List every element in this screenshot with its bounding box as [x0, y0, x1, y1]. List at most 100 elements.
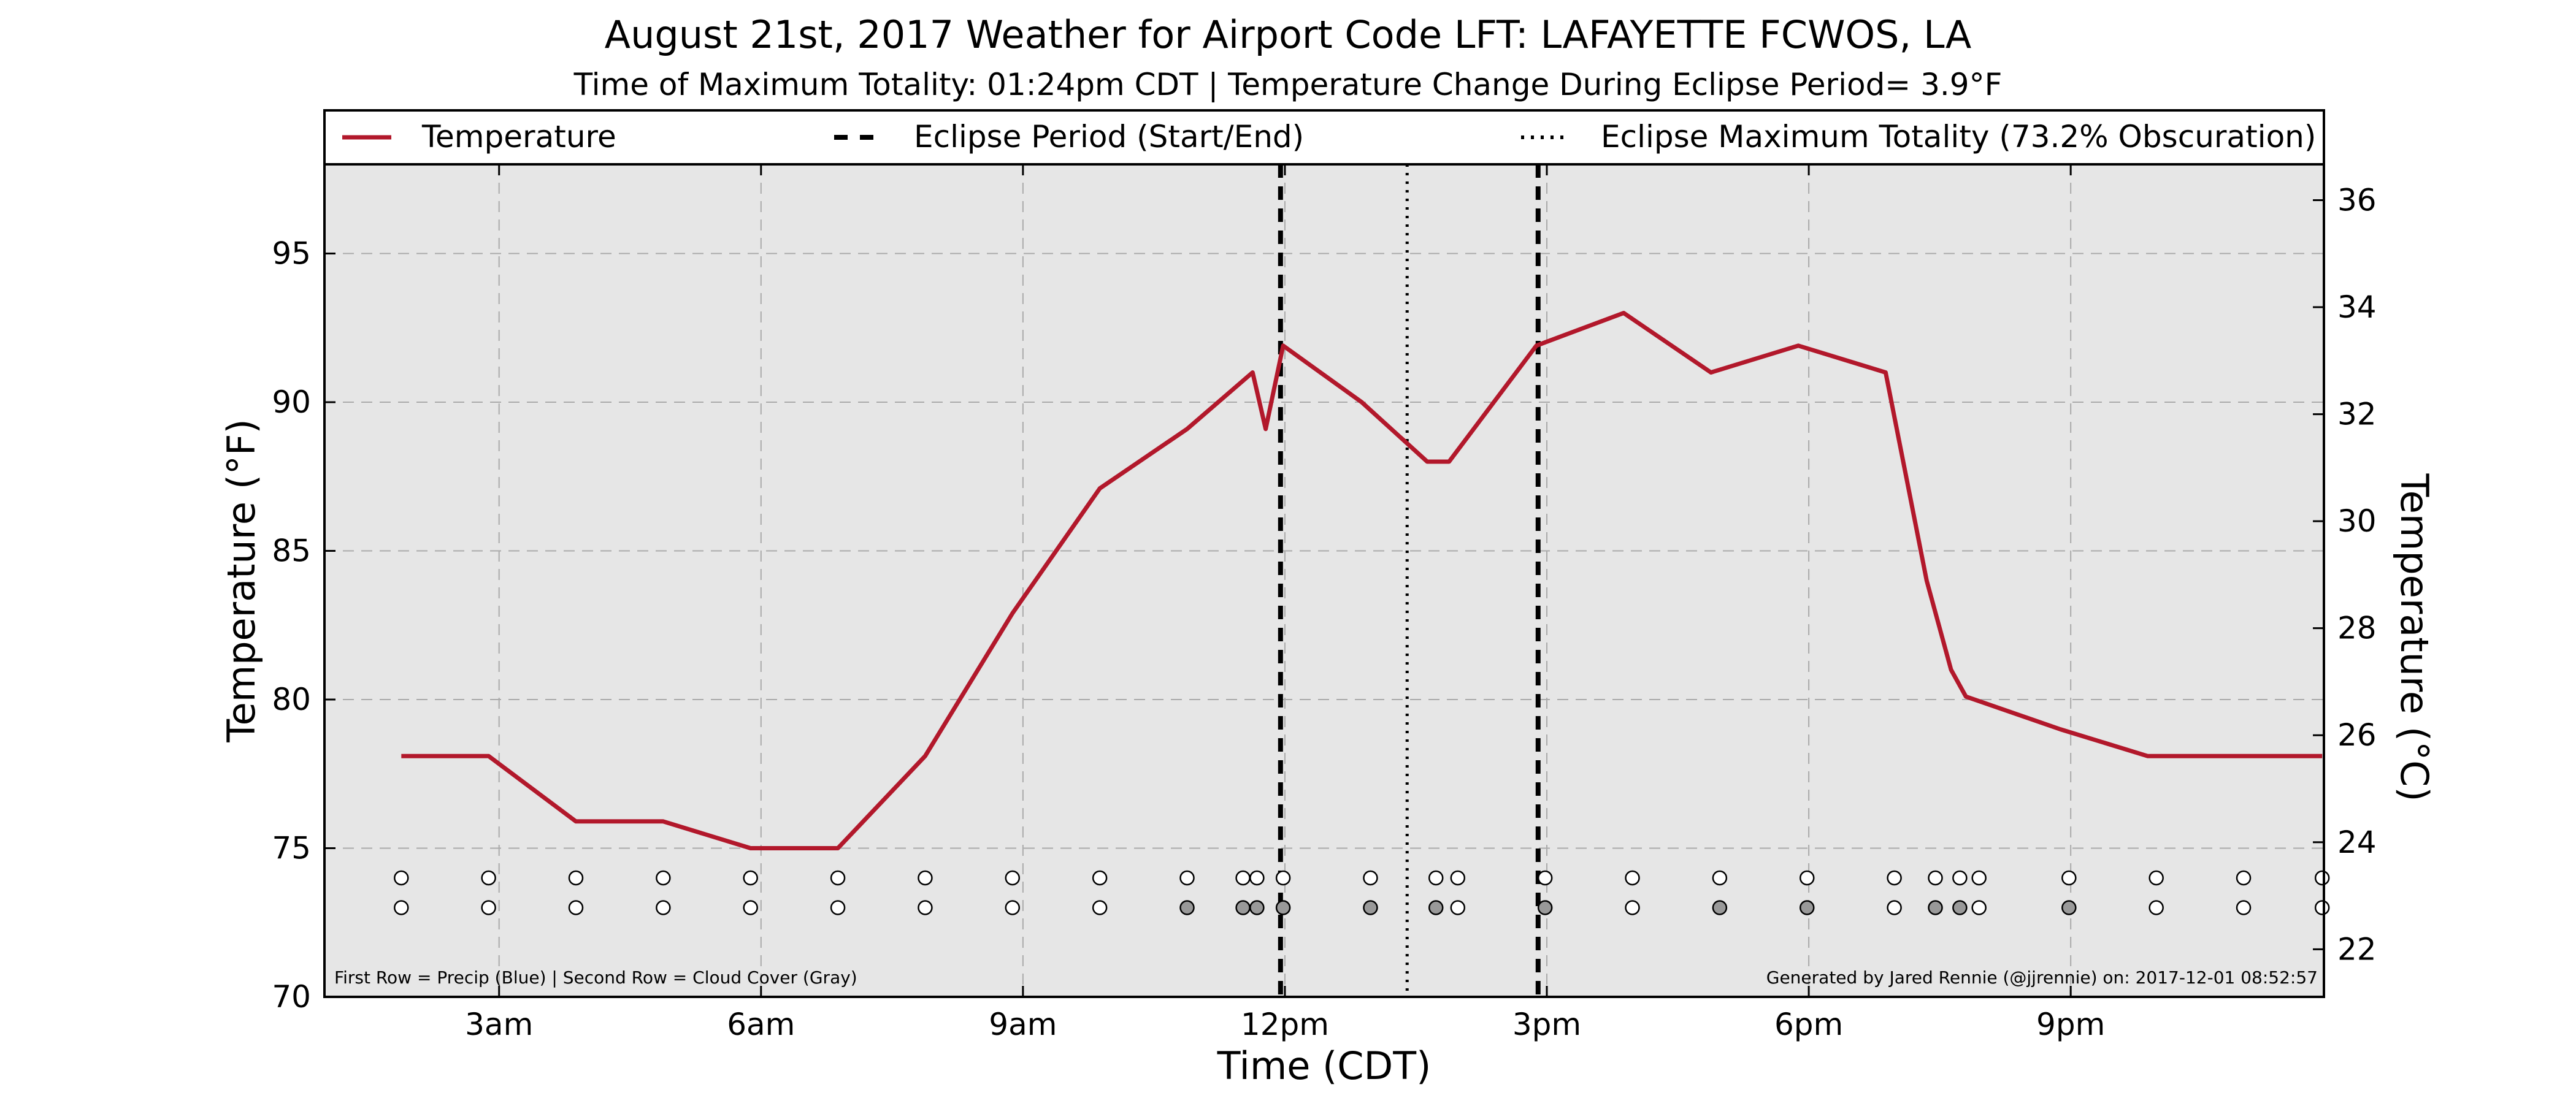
precip-dot: [1799, 870, 1815, 886]
x-axis-ticks: 3am 6am 9am 12pm 3pm 6pm 9pm: [465, 164, 2105, 1042]
y2-tick-label: 34: [2337, 289, 2377, 325]
y2-tick-label: 26: [2337, 717, 2377, 753]
cloud-cover-dot: [1363, 900, 1378, 915]
precip-dot: [394, 870, 409, 886]
y-tick-label: 70: [272, 979, 311, 1015]
precip-dot: [1712, 870, 1728, 886]
cloud-cover-dot: [1952, 900, 1968, 915]
precip-dot: [1249, 870, 1265, 886]
x-tick-label: 9pm: [2036, 1007, 2105, 1042]
temperature-series-line: [401, 311, 2323, 850]
y2-tick-label: 22: [2337, 931, 2377, 967]
precip-dot: [1887, 870, 1902, 886]
precip-dot: [1428, 870, 1444, 886]
legend-box: [323, 109, 2325, 166]
legend-label-eclipse-max: Eclipse Maximum Totality (73.2% Obscurat…: [1601, 119, 2316, 154]
cloud-cover-dot: [656, 900, 671, 915]
series-layer: [401, 311, 2323, 850]
footnote-right: Generated by Jared Rennie (@jjrennie) on…: [1766, 967, 2318, 988]
observation-dots: [394, 870, 2330, 915]
cloud-cover-dot: [2061, 900, 2077, 915]
precip-dot: [1179, 870, 1195, 886]
y-tick-label: 85: [272, 533, 311, 569]
y2-tick-label: 28: [2337, 611, 2377, 646]
legend-label-temperature: Temperature: [421, 119, 616, 154]
cloud-cover-dot: [918, 900, 933, 915]
cloud-cover-dot: [394, 900, 409, 915]
y-tick-label: 90: [272, 384, 311, 420]
grid-layer: [324, 164, 2324, 997]
cloud-cover-dot: [1625, 900, 1640, 915]
legend: Temperature Eclipse Period (Start/End) E…: [323, 109, 2325, 166]
x-tick-label: 6am: [727, 1007, 795, 1042]
precip-dot: [1363, 870, 1378, 886]
precip-dot: [1092, 870, 1108, 886]
cloud-cover-dot: [1428, 900, 1444, 915]
precip-dot: [2236, 870, 2252, 886]
y2-tick-label: 24: [2337, 825, 2377, 860]
cloud-cover-dot: [1450, 900, 1466, 915]
cloud-cover-dot: [1005, 900, 1021, 915]
y-tick-label: 75: [272, 831, 311, 866]
x-axis-label: Time (CDT): [1217, 1043, 1432, 1088]
x-tick-label: 3am: [465, 1007, 533, 1042]
x-tick-label: 12pm: [1241, 1007, 1329, 1042]
y2-tick-label: 30: [2337, 503, 2377, 539]
precip-dot: [2149, 870, 2164, 886]
cloud-cover-dot: [481, 900, 496, 915]
cloud-cover-dot: [743, 900, 758, 915]
cloud-cover-dot: [830, 900, 846, 915]
precip-dot: [1450, 870, 1466, 886]
y2-axis-label: Temperature (°C): [2392, 473, 2437, 801]
y-axis-ticks: 70 75 80 85 90 95: [272, 236, 335, 1015]
y-tick-label: 95: [272, 236, 311, 272]
cloud-cover-dot: [1235, 900, 1251, 915]
precip-dot: [1971, 870, 1987, 886]
precip-dot: [2314, 870, 2330, 886]
y2-axis-ticks: 22 24 26 28 30 32 34 36: [2313, 182, 2377, 967]
precip-dot: [1928, 870, 1943, 886]
precip-dot: [1952, 870, 1968, 886]
cloud-cover-dot: [1275, 900, 1291, 915]
precip-dot: [830, 870, 846, 886]
cloud-cover-dot: [1179, 900, 1195, 915]
chart-title: August 21st, 2017 Weather for Airport Co…: [605, 12, 1972, 57]
precip-dot: [481, 870, 496, 886]
precip-dot: [918, 870, 933, 886]
y-tick-label: 80: [272, 682, 311, 717]
cloud-cover-dot: [1799, 900, 1815, 915]
plot-area: [324, 164, 2324, 997]
cloud-cover-dot: [2236, 900, 2252, 915]
precip-dot: [656, 870, 671, 886]
footnote-left: First Row = Precip (Blue) | Second Row =…: [334, 967, 857, 988]
cloud-cover-dot: [1928, 900, 1943, 915]
precip-dot: [1625, 870, 1640, 886]
cloud-cover-dot: [1971, 900, 1987, 915]
y2-tick-label: 32: [2337, 397, 2377, 432]
precip-dot: [1537, 870, 1553, 886]
x-tick-label: 3pm: [1512, 1007, 1581, 1042]
x-tick-label: 9am: [989, 1007, 1057, 1042]
cloud-cover-dot: [1537, 900, 1553, 915]
precip-dot: [2061, 870, 2077, 886]
cloud-cover-dot: [2149, 900, 2164, 915]
precip-dot: [1235, 870, 1251, 886]
legend-label-eclipse-period: Eclipse Period (Start/End): [914, 119, 1304, 154]
cloud-cover-dot: [1712, 900, 1728, 915]
cloud-cover-dot: [2314, 900, 2330, 915]
cloud-cover-dot: [1092, 900, 1108, 915]
precip-dot: [1275, 870, 1291, 886]
cloud-cover-dot: [568, 900, 584, 915]
cloud-cover-dot: [1887, 900, 1902, 915]
precip-dot: [568, 870, 584, 886]
cloud-cover-dot: [1249, 900, 1265, 915]
chart-subtitle: Time of Maximum Totality: 01:24pm CDT | …: [573, 67, 2003, 102]
y2-tick-label: 36: [2337, 182, 2377, 218]
y-axis-label: Temperature (°F): [219, 419, 264, 742]
eclipse-layer: [1278, 164, 1541, 997]
x-tick-label: 6pm: [1774, 1007, 1843, 1042]
precip-dot: [1005, 870, 1021, 886]
precip-dot: [743, 870, 758, 886]
